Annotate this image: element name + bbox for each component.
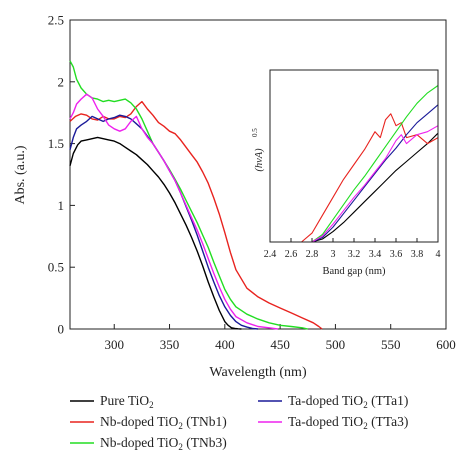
inset-series-line-1 bbox=[270, 132, 439, 243]
inset-y-axis-exponent: 0.5 bbox=[251, 128, 259, 137]
legend-entry: Ta-doped TiO2 (TTa1) bbox=[258, 393, 408, 410]
legend-entry: Pure TiO2 bbox=[70, 393, 154, 410]
x-tick-label: 550 bbox=[381, 337, 401, 352]
legend-label: Pure TiO2 bbox=[100, 393, 154, 410]
main-series-group bbox=[69, 60, 323, 330]
x-tick-label: 300 bbox=[104, 337, 124, 352]
inset-y-axis-label-group: (hνA) 0.5 bbox=[251, 128, 265, 172]
y-tick-label: 1 bbox=[58, 198, 65, 213]
inset-series-line-2 bbox=[270, 113, 439, 243]
legend-entry: Ta-doped TiO2 (TTa3) bbox=[258, 414, 408, 431]
inset-x-tick-label: 3 bbox=[331, 249, 336, 260]
inset-x-tick-label: 4 bbox=[436, 249, 441, 260]
legend-label: Nb-doped TiO2 (TNb3) bbox=[100, 435, 227, 452]
inset-x-tick-label: 3.8 bbox=[411, 249, 424, 260]
y-axis-label: Abs. (a.u.) bbox=[13, 145, 28, 204]
inset-series-line-3 bbox=[270, 85, 439, 243]
inset-x-axis-label: Band gap (nm) bbox=[323, 266, 386, 277]
legend-label: Ta-doped TiO2 (TTa3) bbox=[288, 414, 408, 431]
x-tick-label: 450 bbox=[270, 337, 290, 352]
inset-series-line-5 bbox=[270, 125, 439, 243]
inset-x-tick-label: 2.4 bbox=[264, 249, 277, 260]
inset-x-tick-label: 3.4 bbox=[369, 249, 382, 260]
x-tick-label: 350 bbox=[160, 337, 180, 352]
main-y-ticks: 0 0.5 1 1.5 2 2.5 bbox=[48, 13, 75, 337]
series-line-1 bbox=[69, 136, 242, 330]
inset-x-tick-label: 3.2 bbox=[348, 249, 361, 260]
y-tick-label: 0.5 bbox=[48, 260, 64, 275]
inset-series-line-4 bbox=[270, 104, 439, 243]
y-tick-label: 1.5 bbox=[48, 136, 64, 151]
x-tick-label: 500 bbox=[326, 337, 346, 352]
x-tick-label: 400 bbox=[215, 337, 235, 352]
main-x-ticks: 300 350 400 450 500 550 600 bbox=[104, 324, 456, 352]
series-line-2 bbox=[69, 100, 323, 330]
legend-label: Ta-doped TiO2 (TTa1) bbox=[288, 393, 408, 410]
inset-series-group bbox=[270, 85, 439, 243]
inset-x-tick-label: 3.6 bbox=[390, 249, 403, 260]
legend-label: Nb-doped TiO2 (TNb1) bbox=[100, 414, 227, 431]
y-tick-label: 0 bbox=[58, 322, 65, 337]
inset-x-tick-label: 2.8 bbox=[306, 249, 319, 260]
x-tick-label: 600 bbox=[436, 337, 456, 352]
inset-x-ticks: 2.4 2.6 2.8 3 3.2 3.4 3.6 3.8 4 bbox=[264, 238, 441, 260]
y-tick-label: 2 bbox=[58, 74, 65, 89]
legend: Pure TiO2 Ta-doped TiO2 (TTa1) Nb-doped Ti… bbox=[70, 393, 408, 452]
y-tick-label: 2.5 bbox=[48, 13, 64, 28]
inset-x-tick-label: 2.6 bbox=[285, 249, 298, 260]
legend-entry: Nb-doped TiO2 (TNb3) bbox=[70, 435, 227, 452]
series-line-5 bbox=[69, 93, 278, 330]
x-axis-label: Wavelength (nm) bbox=[209, 365, 307, 380]
inset-y-axis-label: (hνA) bbox=[254, 148, 265, 172]
inset-background bbox=[270, 70, 438, 242]
legend-entry: Nb-doped TiO2 (TNb1) bbox=[70, 414, 227, 431]
